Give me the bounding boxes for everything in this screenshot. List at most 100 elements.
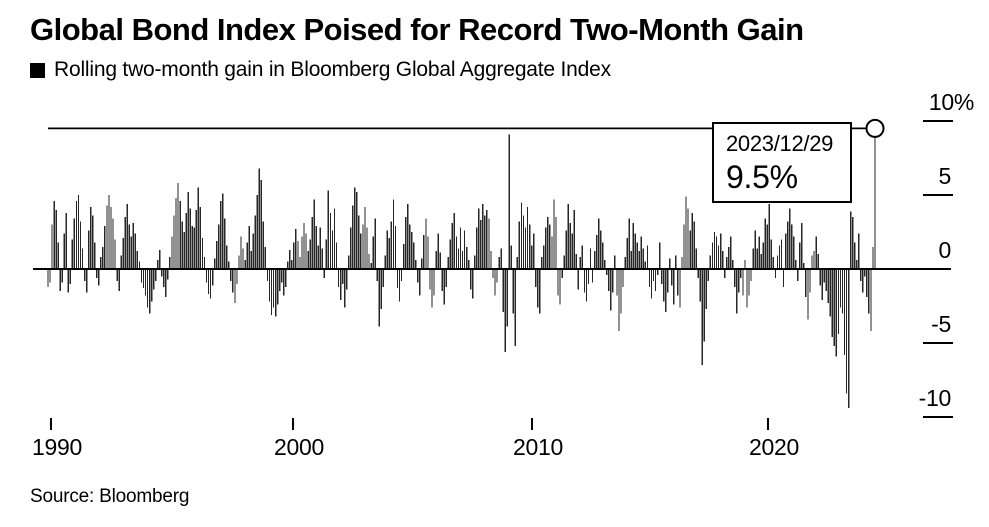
bar bbox=[608, 269, 610, 292]
bar bbox=[337, 269, 340, 287]
bar bbox=[189, 208, 191, 269]
bar bbox=[825, 269, 827, 292]
bar bbox=[71, 239, 74, 269]
bar bbox=[786, 221, 789, 269]
bar bbox=[319, 227, 321, 269]
bar bbox=[331, 230, 334, 269]
bar bbox=[610, 269, 612, 311]
bar bbox=[650, 269, 653, 299]
bar bbox=[565, 230, 567, 269]
bar bbox=[49, 269, 51, 283]
bar bbox=[630, 251, 632, 269]
bar bbox=[343, 269, 346, 308]
bar bbox=[795, 260, 797, 269]
bar bbox=[707, 269, 710, 281]
bar bbox=[545, 227, 547, 269]
bar bbox=[784, 233, 787, 269]
bar bbox=[522, 215, 525, 269]
bar bbox=[378, 269, 380, 327]
bar bbox=[606, 269, 608, 275]
bar bbox=[467, 260, 470, 269]
bar bbox=[150, 269, 153, 302]
bar bbox=[325, 239, 328, 269]
bar bbox=[87, 230, 90, 269]
bar bbox=[291, 260, 293, 269]
chart-title: Global Bond Index Poised for Record Two-… bbox=[30, 12, 804, 47]
bar bbox=[839, 269, 842, 308]
bar bbox=[634, 233, 636, 269]
bar bbox=[752, 248, 754, 269]
bar bbox=[384, 255, 386, 269]
bar bbox=[687, 208, 689, 269]
bar bbox=[811, 255, 813, 269]
bar bbox=[640, 236, 642, 269]
bar bbox=[51, 224, 53, 269]
bar bbox=[77, 195, 80, 269]
bar bbox=[526, 206, 529, 269]
bar bbox=[654, 269, 657, 292]
bar bbox=[370, 263, 372, 269]
bar bbox=[734, 269, 736, 287]
bar bbox=[858, 233, 860, 269]
bar bbox=[96, 269, 98, 278]
bar bbox=[455, 236, 458, 269]
bar bbox=[628, 218, 630, 269]
bar bbox=[354, 187, 356, 269]
y-tick-label: 0 bbox=[938, 237, 952, 263]
bar bbox=[445, 269, 447, 287]
bar bbox=[559, 269, 561, 305]
bar bbox=[157, 260, 159, 269]
bar bbox=[232, 269, 234, 293]
endpoint-value: 9.5% bbox=[726, 159, 798, 195]
bar bbox=[242, 248, 244, 269]
bar bbox=[851, 217, 854, 269]
bar bbox=[616, 269, 618, 296]
bar bbox=[575, 254, 577, 269]
bar bbox=[98, 269, 100, 286]
bar bbox=[567, 203, 569, 269]
bar bbox=[695, 248, 697, 269]
bar bbox=[394, 226, 397, 269]
bar bbox=[823, 269, 825, 283]
bar bbox=[59, 269, 61, 292]
bar bbox=[780, 239, 783, 269]
bar bbox=[175, 197, 177, 269]
bar bbox=[278, 269, 281, 292]
bar bbox=[512, 269, 514, 314]
bar bbox=[518, 221, 521, 269]
bar bbox=[583, 269, 586, 293]
bar bbox=[801, 223, 803, 269]
bar bbox=[228, 261, 230, 269]
bar bbox=[230, 269, 232, 281]
bar bbox=[382, 269, 384, 287]
bar bbox=[301, 236, 303, 269]
bar bbox=[352, 205, 354, 269]
bar bbox=[57, 242, 59, 269]
bar bbox=[701, 269, 703, 366]
bar bbox=[118, 269, 120, 292]
bar bbox=[386, 230, 389, 269]
bar bbox=[658, 242, 661, 269]
bar bbox=[437, 233, 439, 269]
bar bbox=[323, 269, 326, 278]
bar bbox=[260, 180, 263, 269]
y-tick-label: 5 bbox=[938, 163, 952, 189]
bar bbox=[203, 257, 206, 269]
bar bbox=[656, 269, 659, 275]
endpoint-date: 2023/12/29 bbox=[726, 131, 834, 156]
bar bbox=[220, 200, 222, 269]
bar bbox=[244, 260, 246, 269]
bar bbox=[797, 269, 799, 281]
y-tick-label: -10 bbox=[918, 385, 952, 411]
bar bbox=[492, 269, 494, 278]
bar bbox=[618, 269, 620, 332]
bar bbox=[683, 224, 685, 269]
bar bbox=[447, 257, 449, 269]
endpoint-callout: 2023/12/29 9.5% bbox=[712, 122, 852, 203]
bar bbox=[557, 269, 559, 296]
bar bbox=[860, 269, 862, 281]
bar bbox=[274, 269, 277, 317]
legend-swatch-icon bbox=[30, 62, 45, 78]
bar bbox=[782, 269, 785, 287]
bar bbox=[433, 269, 435, 296]
